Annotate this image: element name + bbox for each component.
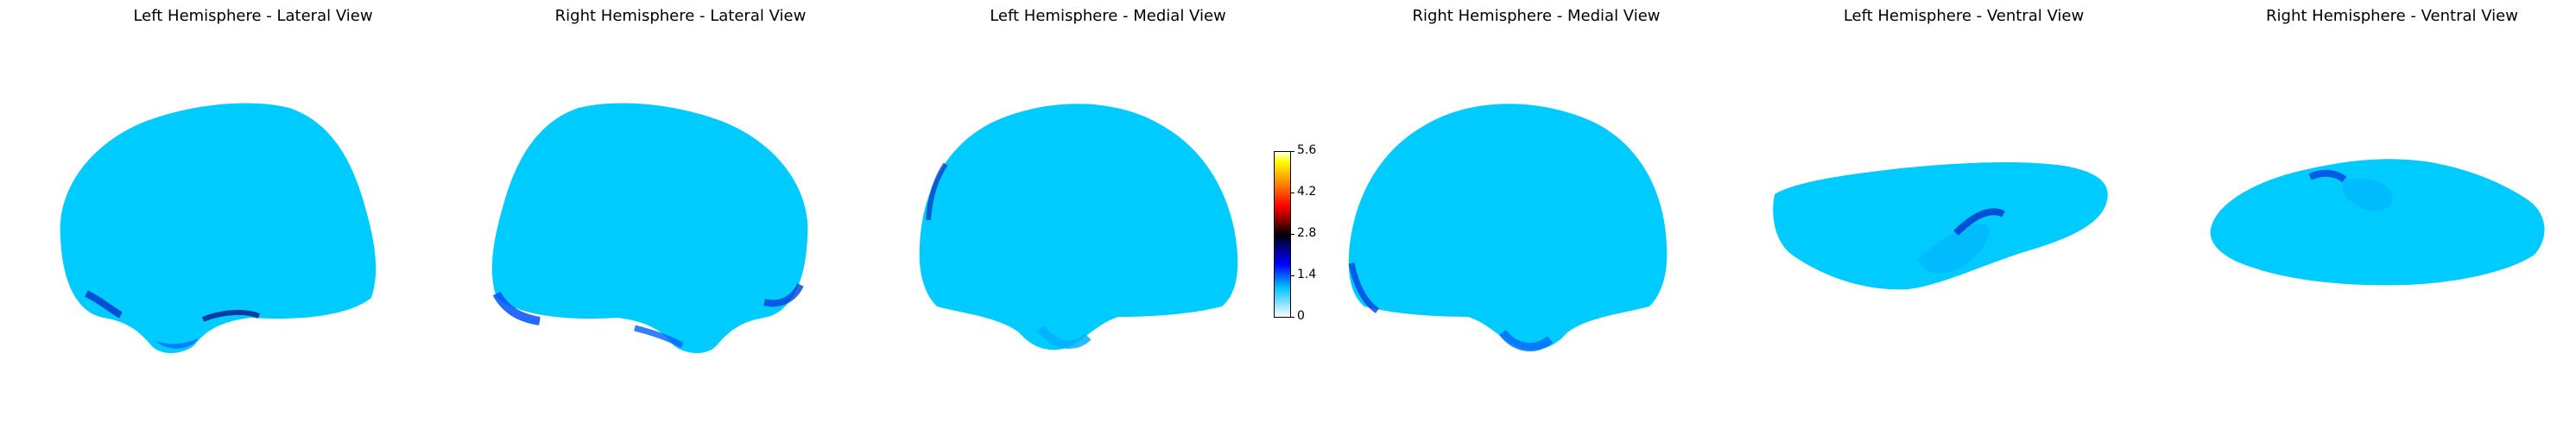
colorbar-tick-label: 1.4 xyxy=(1297,268,1317,281)
title-lh-ventral: Left Hemisphere - Ventral View xyxy=(1843,7,2085,25)
brain-lh-lateral xyxy=(60,103,377,354)
brain-lh-medial xyxy=(919,104,1238,350)
colorbar-tick-label: 2.8 xyxy=(1297,226,1317,240)
brain-lh-ventral xyxy=(1773,162,2108,290)
colorbar-tick-label: 0 xyxy=(1297,309,1305,323)
title-rh-ventral: Right Hemisphere - Ventral View xyxy=(2266,7,2518,25)
title-lh-lateral: Left Hemisphere - Lateral View xyxy=(133,7,373,25)
colorbar-gradient xyxy=(1274,151,1294,318)
title-rh-medial: Right Hemisphere - Medial View xyxy=(1412,7,1661,25)
title-rh-lateral: Right Hemisphere - Lateral View xyxy=(554,7,807,25)
brain-rh-lateral xyxy=(491,103,808,354)
brain-rh-ventral xyxy=(2210,159,2545,286)
colorbar-tick-label: 5.6 xyxy=(1297,143,1317,157)
title-lh-medial: Left Hemisphere - Medial View xyxy=(990,7,1226,25)
brain-rh-medial xyxy=(1348,104,1668,351)
colorbar-tick-label: 4.2 xyxy=(1297,185,1317,199)
